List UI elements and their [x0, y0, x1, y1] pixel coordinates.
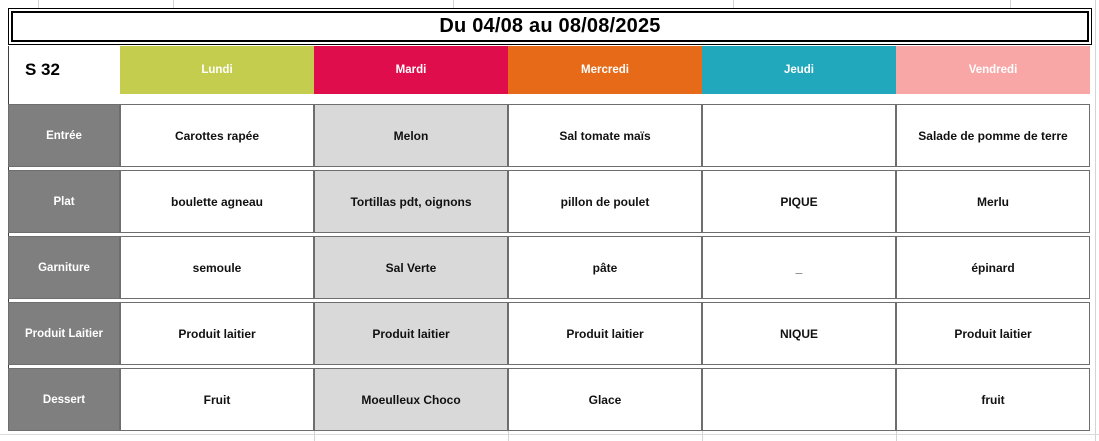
- day-header-jeudi: Jeudi: [702, 46, 896, 94]
- cell-jeudi-entree: [702, 104, 896, 167]
- cell-jeudi-garniture: _: [702, 236, 896, 299]
- row-label-garniture: Garniture: [8, 236, 120, 299]
- gridline-tick: [733, 0, 734, 9]
- row-label-dessert: Dessert: [8, 368, 120, 431]
- gridline-right-edge: [1095, 0, 1096, 441]
- header-row: S 32 Lundi Mardi Mercredi Jeudi Vendredi: [8, 46, 1090, 94]
- gridline-tick: [173, 0, 174, 9]
- gridline-tick: [453, 0, 454, 9]
- date-range-title: Du 04/08 au 08/08/2025: [439, 15, 661, 37]
- gridline-tick: [314, 431, 315, 441]
- cell-mercredi-entree: Sal tomate maïs: [508, 104, 702, 167]
- cell-mercredi-plat: pillon de poulet: [508, 170, 702, 233]
- menu-grid: Entrée Carottes rapée Melon Sal tomate m…: [8, 104, 1090, 431]
- day-header-lundi: Lundi: [120, 46, 314, 94]
- cell-vendredi-garniture: épinard: [896, 236, 1090, 299]
- day-header-mercredi: Mercredi: [508, 46, 702, 94]
- gridline-tick: [1010, 0, 1011, 9]
- cell-lundi-plat: boulette agneau: [120, 170, 314, 233]
- cell-jeudi-produit-laitier: NIQUE: [702, 302, 896, 365]
- week-label: S 32: [8, 46, 120, 94]
- cell-vendredi-dessert: fruit: [896, 368, 1090, 431]
- cell-lundi-produit-laitier: Produit laitier: [120, 302, 314, 365]
- gridline-bottom: [0, 434, 1099, 435]
- cell-jeudi-plat: PIQUE: [702, 170, 896, 233]
- title-box: Du 04/08 au 08/08/2025: [8, 8, 1092, 45]
- cell-jeudi-dessert: [702, 368, 896, 431]
- day-header-mardi: Mardi: [314, 46, 508, 94]
- cell-mardi-dessert: Moeulleux Choco: [314, 368, 508, 431]
- cell-mercredi-dessert: Glace: [508, 368, 702, 431]
- cell-mercredi-produit-laitier: Produit laitier: [508, 302, 702, 365]
- gridline-tick: [38, 0, 39, 9]
- cell-lundi-dessert: Fruit: [120, 368, 314, 431]
- row-label-produit-laitier: Produit Laitier: [8, 302, 120, 365]
- gridline-tick: [508, 431, 509, 441]
- cell-mardi-produit-laitier: Produit laitier: [314, 302, 508, 365]
- cell-lundi-entree: Carottes rapée: [120, 104, 314, 167]
- cell-mercredi-garniture: pâte: [508, 236, 702, 299]
- cell-vendredi-produit-laitier: Produit laitier: [896, 302, 1090, 365]
- gridline-tick: [896, 431, 897, 441]
- cell-mardi-plat: Tortillas pdt, oignons: [314, 170, 508, 233]
- cell-vendredi-plat: Merlu: [896, 170, 1090, 233]
- row-label-plat: Plat: [8, 170, 120, 233]
- cell-mardi-entree: Melon: [314, 104, 508, 167]
- cell-mardi-garniture: Sal Verte: [314, 236, 508, 299]
- gridline-tick: [702, 431, 703, 441]
- cell-vendredi-entree: Salade de pomme de terre: [896, 104, 1090, 167]
- row-label-entree: Entrée: [8, 104, 120, 167]
- day-header-vendredi: Vendredi: [896, 46, 1090, 94]
- cell-lundi-garniture: semoule: [120, 236, 314, 299]
